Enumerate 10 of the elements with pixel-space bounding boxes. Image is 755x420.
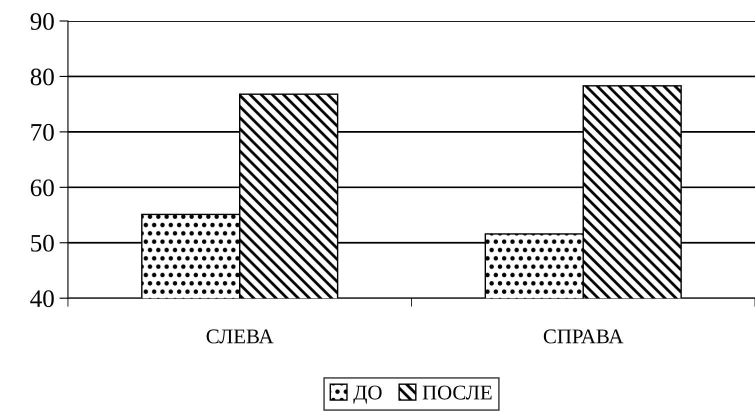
- y-tick-label: 50: [31, 234, 54, 252]
- x-tick-label: СЛЕВА: [206, 329, 274, 344]
- y-tick-label: 80: [30, 68, 54, 86]
- y-tick-label: 70: [31, 124, 54, 141]
- y-tick-label: 90: [30, 13, 54, 30]
- x-tick-label: СПРАВА: [544, 329, 624, 344]
- legend-label: ДО: [353, 386, 382, 404]
- legend-label: ПОСЛЕ: [422, 386, 492, 400]
- y-tick-label: 40: [30, 290, 54, 308]
- y-tick-label: 60: [30, 179, 54, 196]
